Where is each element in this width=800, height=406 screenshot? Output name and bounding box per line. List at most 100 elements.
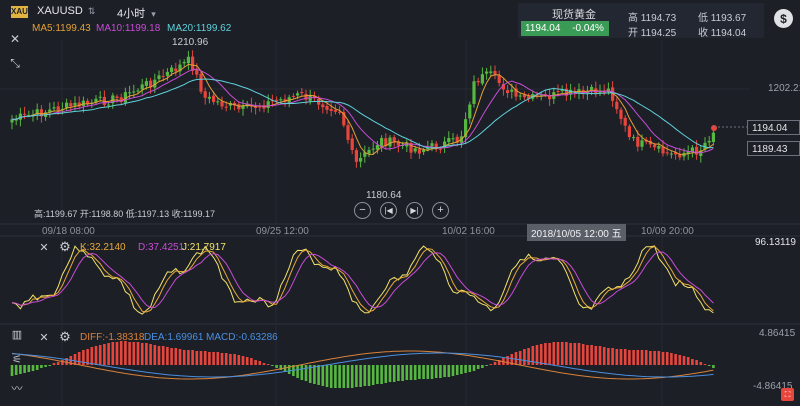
macd-bar: [367, 365, 371, 386]
candle-body: [619, 109, 623, 119]
macd-bar: [682, 356, 686, 365]
candle-body: [98, 96, 102, 98]
candle-body: [111, 95, 115, 104]
candle-body: [674, 152, 678, 155]
crosshair-time-label: 2018/10/05 12:00 五: [527, 224, 626, 241]
bar-chart-tool-icon[interactable]: ▥: [11, 328, 23, 341]
macd-bar: [115, 342, 119, 365]
macd-bar: [321, 365, 325, 386]
macd-bar: [363, 365, 367, 386]
candle-body: [144, 81, 148, 86]
candle-body: [611, 87, 615, 101]
candle-body: [501, 83, 505, 90]
macd-bar: [376, 365, 379, 384]
macd-bar: [73, 354, 77, 365]
macd-bar: [132, 342, 136, 365]
macd-bar: [119, 341, 123, 365]
low-price: 低 1193.67: [698, 13, 747, 24]
candle-body: [18, 113, 22, 120]
close-kdj-icon[interactable]: ✕: [39, 241, 49, 254]
dollar-icon[interactable]: $: [774, 9, 793, 28]
kdj-k-value: K:32.2140: [80, 242, 126, 253]
macd-bar: [329, 365, 333, 388]
macd-bar: [350, 365, 354, 388]
candle-body: [632, 137, 636, 139]
settings-macd-icon[interactable]: ⚙: [59, 329, 71, 344]
macd-bar: [157, 346, 161, 365]
macd-bar: [258, 361, 262, 365]
macd-bar: [644, 350, 648, 365]
candle-body: [657, 146, 661, 149]
macd-bar: [153, 345, 157, 365]
symbol-selector[interactable]: XAUUSD ⇅: [37, 5, 95, 17]
macd-bar: [388, 365, 392, 382]
expand-icon[interactable]: ⤡: [10, 55, 20, 70]
macd-bar: [636, 350, 640, 365]
kdj-d-value: D:37.4251: [138, 242, 185, 253]
close-macd-icon[interactable]: ✕: [39, 331, 49, 344]
ma20-line: [11, 78, 714, 149]
candle-body: [380, 138, 384, 146]
macd-bar: [325, 365, 329, 387]
quote-panel: 现货黄金 1194.04 -0.04% 高 1194.73 低 1193.67 …: [518, 3, 764, 39]
macd-bar: [52, 363, 56, 365]
macd-bar: [355, 365, 358, 387]
candle-body: [86, 100, 90, 105]
macd-bar: [271, 365, 274, 366]
macd-bar: [665, 352, 669, 365]
step-forward-icon: ▶|: [410, 205, 419, 215]
macd-bar: [464, 365, 467, 373]
settings-kdj-icon[interactable]: ⚙: [59, 239, 71, 254]
candle-body: [522, 94, 526, 98]
macd-bar: [468, 365, 472, 372]
candle-body: [539, 94, 543, 96]
symbol-name: XAUUSD: [37, 5, 83, 17]
symbol-badge-text: XAU: [11, 7, 28, 16]
macd-bar: [619, 349, 623, 365]
line-tool-icon[interactable]: ⚟: [12, 353, 22, 366]
swap-icon: ⇅: [87, 6, 96, 16]
candle-body: [325, 105, 329, 110]
candle-body: [426, 147, 430, 150]
candle-body: [485, 71, 489, 74]
candle-body: [359, 157, 363, 162]
zoom-in-button[interactable]: +: [432, 202, 449, 219]
candle-body: [321, 104, 325, 108]
macd-bar: [443, 365, 446, 377]
candle-body: [203, 91, 207, 98]
step-forward-button[interactable]: ▶|: [406, 202, 423, 219]
candle-body: [640, 140, 644, 147]
candle-body: [136, 90, 140, 92]
macd-bar: [523, 349, 526, 365]
macd-bar: [31, 365, 35, 371]
candle-body: [14, 119, 18, 121]
candle-body: [132, 91, 136, 93]
candle-body: [409, 142, 413, 153]
macd-bar: [586, 345, 589, 365]
candle-body: [401, 145, 405, 147]
macd-bar: [275, 365, 278, 368]
macd-bar: [539, 344, 543, 365]
macd-bar: [573, 343, 577, 365]
macd-bar: [27, 365, 31, 372]
close-icon[interactable]: ✕: [9, 32, 21, 46]
macd-bar: [548, 343, 551, 365]
macd-bar: [569, 343, 572, 365]
interval-label: 4小时: [117, 8, 146, 20]
kdj-j-line: [11, 245, 714, 315]
screenshot-icon[interactable]: ⛶: [781, 388, 794, 401]
macd-bar: [56, 362, 60, 365]
ma-price-tag: 1189.43: [747, 141, 800, 156]
wave-tool-icon[interactable]: 〰: [11, 383, 23, 395]
candle-body: [669, 153, 673, 155]
macd-bar: [384, 365, 388, 383]
zoom-out-button[interactable]: −: [354, 202, 371, 219]
interval-selector[interactable]: 4小时 ▾: [117, 5, 156, 21]
step-back-button[interactable]: |◀: [380, 202, 397, 219]
macd-bar: [342, 365, 346, 388]
macd-bar: [707, 365, 711, 366]
macd-bar: [317, 365, 320, 385]
candle-body: [527, 96, 531, 99]
macd-bar: [632, 350, 635, 365]
